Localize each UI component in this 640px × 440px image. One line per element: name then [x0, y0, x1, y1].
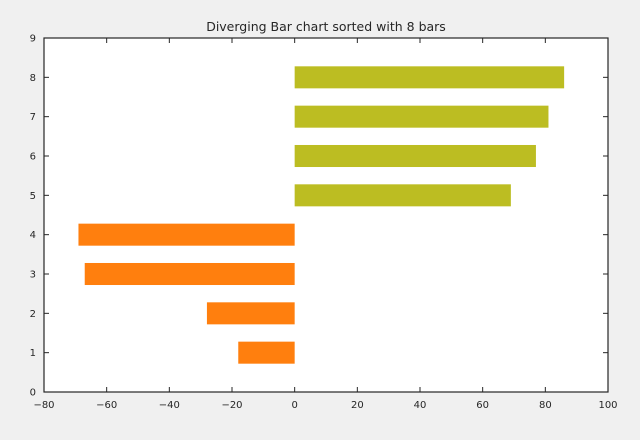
y-tick-label: 2 [30, 309, 36, 320]
ticks-group: −80 −60 −40 −20 0 20 40 60 80 100 0 1 2 3 4 5 6 7 8 9 [30, 34, 618, 412]
x-tick-label: 0 [291, 400, 297, 411]
y-tick-label: 8 [30, 73, 36, 84]
y-tick-label: 1 [30, 348, 36, 359]
bars-group [78, 66, 565, 364]
y-tick-label: 5 [30, 191, 36, 202]
bar-7 [294, 105, 549, 128]
plot-area [44, 38, 608, 392]
x-tick-label: −20 [221, 400, 242, 411]
bar-6 [294, 144, 536, 168]
y-tick-label: 0 [30, 388, 36, 399]
x-tick-label: −80 [33, 400, 54, 411]
y-tick-label: 3 [30, 270, 36, 281]
chart-title: Diverging Bar chart sorted with 8 bars [206, 19, 446, 34]
bar-1 [238, 341, 295, 364]
y-tick-label: 6 [30, 152, 36, 163]
y-tick-label: 9 [30, 34, 36, 45]
bar-4 [78, 223, 295, 246]
bar-5 [294, 184, 511, 207]
x-tick-label: 40 [414, 400, 427, 411]
x-tick-label: 20 [351, 400, 364, 411]
x-tick-label: 60 [476, 400, 489, 411]
x-tick-label: 80 [539, 400, 552, 411]
bar-3 [84, 262, 295, 286]
x-tick-label: −60 [96, 400, 117, 411]
bar-8 [294, 66, 565, 89]
bar-2 [206, 302, 295, 325]
y-tick-label: 7 [30, 112, 36, 123]
y-tick-label: 4 [30, 230, 36, 241]
x-tick-label: −40 [159, 400, 180, 411]
x-tick-label: 100 [598, 400, 617, 411]
plot-frame [43, 37, 609, 393]
